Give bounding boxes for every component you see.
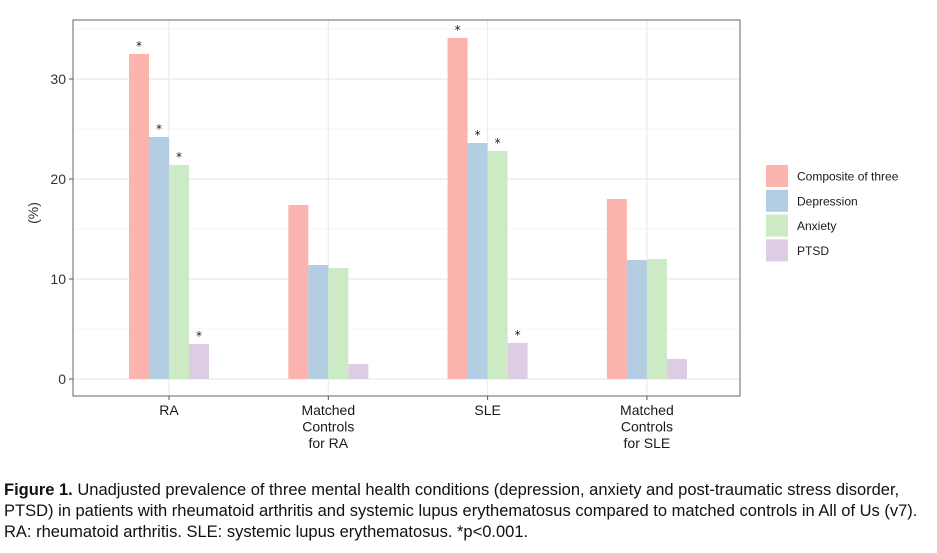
significance-star: * [196,329,202,343]
significance-star: * [156,122,162,136]
bar-composite-of-three-0 [129,54,149,379]
x-tick-label: Matched Controls for SLE [620,402,674,451]
figure-caption: Figure 1. Unadjusted prevalence of three… [4,480,934,543]
legend-label: Composite of three [797,170,899,184]
significance-star: * [475,128,481,142]
x-tick-label: Matched Controls for RA [301,402,355,451]
significance-star: * [495,136,501,150]
bars [129,38,687,379]
y-tick-label: 10 [50,271,66,287]
y-tick-label: 20 [50,171,66,187]
bar-depression-1 [308,265,329,379]
bar-composite-of-three-1 [288,205,309,379]
x-tick-label: SLE [474,402,500,418]
legend: Composite of three Depression Anxiety PTSD [766,165,899,262]
bar-anxiety-0 [169,165,189,379]
legend-label: Depression [797,194,858,208]
y-tick-label: 30 [50,71,66,87]
legend-swatch [766,239,788,262]
legend-item-depression: Depression [766,189,858,212]
bar-anxiety-1 [328,268,349,379]
bar-chart: * * * * * * * * 0 10 20 30 RA Matched Controls for RA… [25,19,899,451]
legend-item-anxiety: Anxiety [766,214,836,237]
legend-swatch [766,165,788,187]
bar-depression-2 [467,143,488,379]
bar-depression-3 [626,260,647,379]
bar-ptsd-0 [189,344,209,379]
bar-ptsd-1 [348,364,369,379]
legend-swatch [766,189,788,212]
legend-label: PTSD [797,244,829,258]
bar-depression-0 [149,137,169,379]
bar-anxiety-2 [487,151,508,379]
legend-item-composite-of-three: Composite of three [766,165,899,187]
bar-composite-of-three-2 [447,38,468,379]
x-axis: RA Matched Controls for RA SLE Matched Control… [159,396,674,451]
legend-swatch [766,214,788,237]
y-axis: 0 10 20 30 [50,71,73,387]
x-tick-label: RA [159,402,179,418]
y-tick-label: 0 [58,371,66,387]
legend-item-ptsd: PTSD [766,239,829,262]
bar-anxiety-3 [646,259,667,379]
significance-star: * [515,328,521,342]
bar-composite-of-three-3 [606,199,627,379]
significance-star: * [136,39,142,53]
bar-ptsd-3 [666,359,687,379]
y-axis-label: (%) [25,202,41,224]
significance-star: * [176,150,182,164]
caption-text: Unadjusted prevalence of three mental he… [4,481,918,541]
panel-border [72,19,741,397]
caption-label: Figure 1. [4,481,73,499]
legend-label: Anxiety [797,219,836,233]
significance-markers: * * * * * * * * [136,23,521,343]
bar-ptsd-2 [507,343,528,379]
significance-star: * [455,23,461,37]
